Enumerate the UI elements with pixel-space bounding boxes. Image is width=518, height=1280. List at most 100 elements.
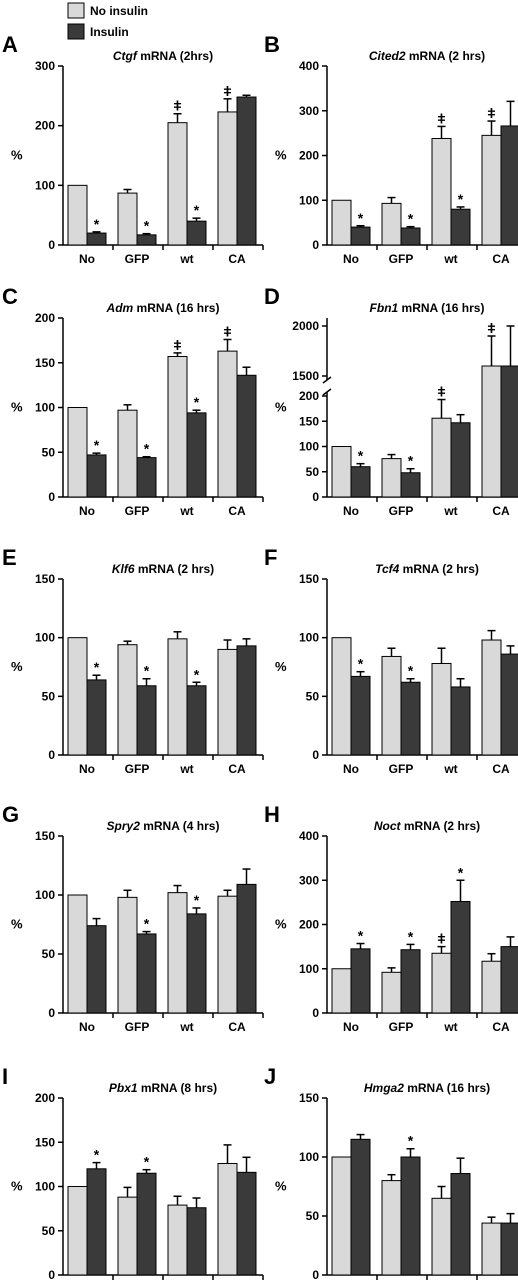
significance-star: * xyxy=(194,202,200,218)
bar-insulin xyxy=(450,208,471,246)
gene-name: Tcf4 xyxy=(375,562,400,576)
y-tick-label: 0 xyxy=(48,490,55,504)
significance-double-dagger: ǂ xyxy=(173,337,181,353)
x-tick-label: wt xyxy=(443,504,457,518)
bar-insulin xyxy=(400,1156,421,1276)
y-tick-label: 300 xyxy=(299,104,319,118)
bar-no-insulin xyxy=(217,350,238,498)
x-tick-label: wt xyxy=(179,252,193,266)
x-tick-label: No xyxy=(79,252,95,266)
significance-star: * xyxy=(408,1133,414,1149)
bar-no-insulin xyxy=(117,644,138,756)
y-tick-label: 100 xyxy=(35,888,55,902)
y-tick-label: 300 xyxy=(299,873,319,887)
bar-no-insulin xyxy=(381,655,402,756)
y-tick-label: 2000 xyxy=(292,319,319,333)
x-tick-label: GFP xyxy=(125,762,150,776)
significance-star: * xyxy=(408,453,414,469)
bar-no-insulin xyxy=(67,1186,88,1276)
x-tick-label: wt xyxy=(179,1020,193,1034)
bar-no-insulin xyxy=(481,639,502,756)
bar-insulin xyxy=(500,125,518,246)
panel-title: Klf6 mRNA (2 hrs) xyxy=(112,562,214,576)
bar-no-insulin xyxy=(67,184,88,246)
bar-no-insulin xyxy=(331,1156,352,1276)
bar-no-insulin xyxy=(331,199,352,246)
bar-insulin xyxy=(186,412,207,498)
y-tick-label: 50 xyxy=(42,1224,56,1238)
title-rest: mRNA (2 hrs) xyxy=(406,49,486,63)
panel-title: Adm mRNA (16 hrs) xyxy=(106,301,220,315)
legend: No insulin Insulin xyxy=(67,2,148,40)
panel-title: Fbn1 mRNA (16 hrs) xyxy=(370,301,485,315)
x-tick-label: CA xyxy=(228,762,246,776)
panel-letter: G xyxy=(2,802,19,827)
legend-swatch-no-insulin xyxy=(67,2,85,19)
bar-no-insulin xyxy=(67,407,88,498)
bar-no-insulin xyxy=(67,894,88,1014)
significance-star: * xyxy=(358,448,364,464)
y-tick-label: 200 xyxy=(35,1091,55,1105)
title-rest: mRNA (16 hrs) xyxy=(133,301,219,315)
panel-letter: D xyxy=(264,284,280,309)
y-tick-label: 50 xyxy=(306,689,320,703)
bar-insulin xyxy=(350,466,371,498)
y-axis-label: % xyxy=(275,400,287,415)
y-tick-label: 0 xyxy=(48,238,55,252)
bar-insulin xyxy=(450,900,471,1014)
significance-double-dagger: ǂ xyxy=(437,384,445,400)
y-tick-label: 100 xyxy=(299,1150,319,1164)
panel-b: B Cited2 mRNA (2 hrs)% 0 100 200 300 400 No GFP w… xyxy=(264,32,518,266)
y-tick-label: 200 xyxy=(299,389,319,403)
y-axis-label: % xyxy=(275,1179,287,1194)
legend-label-insulin: Insulin xyxy=(90,25,129,39)
panel-title: Cited2 mRNA (2 hrs) xyxy=(369,49,485,63)
title-rest: mRNA (2 hrs) xyxy=(399,562,479,576)
x-tick-label: wt xyxy=(179,504,193,518)
significance-double-dagger: ǂ xyxy=(223,83,231,99)
panel-c: C Adm mRNA (16 hrs)% 0 50 100 150 200 No GFP wt CA… xyxy=(2,284,264,518)
gene-name: Pbx1 xyxy=(109,1081,138,1095)
panel-letter: A xyxy=(2,32,18,57)
bar-no-insulin xyxy=(117,409,138,498)
bar-insulin xyxy=(236,645,257,756)
y-tick-label: 0 xyxy=(312,490,319,504)
bar-no-insulin xyxy=(167,1204,188,1276)
significance-star: * xyxy=(94,437,100,453)
panel-letter: C xyxy=(2,284,18,309)
y-axis-label: % xyxy=(11,1179,23,1194)
panel-letter: I xyxy=(2,1064,8,1089)
bar-insulin xyxy=(350,948,371,1014)
y-tick-label: 1500 xyxy=(292,369,319,383)
bar-insulin xyxy=(86,1168,107,1276)
significance-star: * xyxy=(94,659,100,675)
x-tick-label: GFP xyxy=(389,504,414,518)
significance-double-dagger: ǂ xyxy=(223,323,231,339)
title-rest: mRNA (16 hrs) xyxy=(404,1081,490,1095)
bar-no-insulin xyxy=(481,1222,502,1276)
bar-no-insulin xyxy=(431,952,452,1014)
bar-insulin xyxy=(350,675,371,756)
bar-insulin xyxy=(450,686,471,756)
x-tick-label: GFP xyxy=(125,504,150,518)
significance-star: * xyxy=(94,216,100,232)
bar-insulin xyxy=(186,1207,207,1276)
panel-title: Noct mRNA (2 hrs) xyxy=(374,819,480,833)
significance-double-dagger: ǂ xyxy=(173,98,181,114)
bar-no-insulin xyxy=(167,638,188,756)
x-tick-label: No xyxy=(343,504,359,518)
gene-name: Klf6 xyxy=(112,562,135,576)
panel-title: Ctgf mRNA (2hrs) xyxy=(113,49,213,63)
title-rest: mRNA (4 hrs) xyxy=(140,819,220,833)
bar-no-insulin xyxy=(67,637,88,756)
significance-double-dagger: ǂ xyxy=(487,320,495,336)
significance-star: * xyxy=(94,1147,100,1163)
significance-star: * xyxy=(408,211,414,227)
bar-insulin xyxy=(400,949,421,1014)
bar-no-insulin xyxy=(117,1196,138,1276)
y-axis-label: % xyxy=(275,917,287,932)
significance-star: * xyxy=(144,663,150,679)
axis-break-mark xyxy=(322,388,332,396)
panel-letter: J xyxy=(264,1064,276,1089)
y-tick-label: 150 xyxy=(35,356,55,370)
